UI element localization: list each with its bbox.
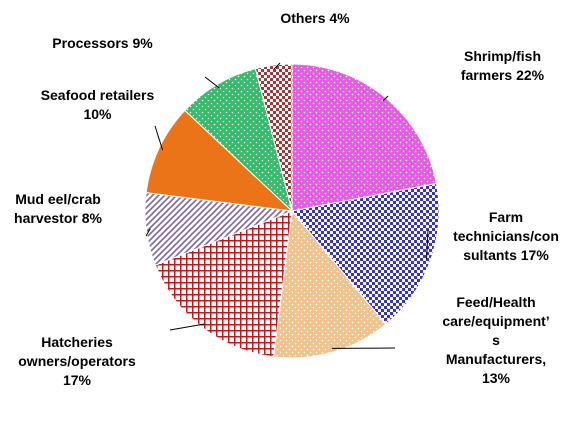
leader-line xyxy=(154,125,164,151)
value-label: 22% xyxy=(516,67,545,83)
category-name: Mud eel/crab harvestor xyxy=(14,191,101,226)
leader-line xyxy=(204,76,220,89)
value-label: 17% xyxy=(520,247,549,263)
category-name: Farm technicians/consultants xyxy=(453,209,559,263)
value-label: 13% xyxy=(481,370,511,386)
slice-label: Shrimp/fish farmers 22% xyxy=(440,47,565,85)
value-label: 10% xyxy=(83,106,112,122)
pie-slice xyxy=(291,182,440,325)
pie-slice xyxy=(273,209,387,359)
pie-slice xyxy=(254,63,293,212)
value-label: 17% xyxy=(62,372,92,388)
slice-label: Processors 9% xyxy=(45,34,160,53)
slice-label: Seafood retailers 10% xyxy=(40,86,155,124)
slice-label: Others 4% xyxy=(265,9,365,28)
pie-slice xyxy=(184,68,293,213)
leader-line xyxy=(426,229,429,260)
leader-line xyxy=(169,323,205,331)
leader-line xyxy=(145,228,151,237)
category-name: Shrimp/fish farmers xyxy=(460,48,541,83)
slice-label: Hatcheries owners/operators 17% xyxy=(8,333,146,390)
slice-label: Farm technicians/consultants 17% xyxy=(450,208,562,265)
category-name: Hatcheries owners/operators xyxy=(18,334,136,369)
slice-label: Feed/Health care/equipment’s Manufacture… xyxy=(440,293,552,388)
category-name: Others xyxy=(280,10,326,26)
pie-slice xyxy=(145,109,294,212)
category-name: Seafood retailers xyxy=(40,87,155,103)
category-name: Feed/Health care/equipment’s Manufacture… xyxy=(442,294,550,367)
slice-label: Mud eel/crab harvestor 8% xyxy=(8,190,108,228)
leader-line xyxy=(273,62,281,70)
value-label: 9% xyxy=(132,35,153,51)
pie-slice xyxy=(154,210,293,358)
value-label: 4% xyxy=(329,10,350,26)
value-label: 8% xyxy=(81,210,102,226)
category-name: Processors xyxy=(52,35,129,51)
leader-line xyxy=(382,95,389,102)
